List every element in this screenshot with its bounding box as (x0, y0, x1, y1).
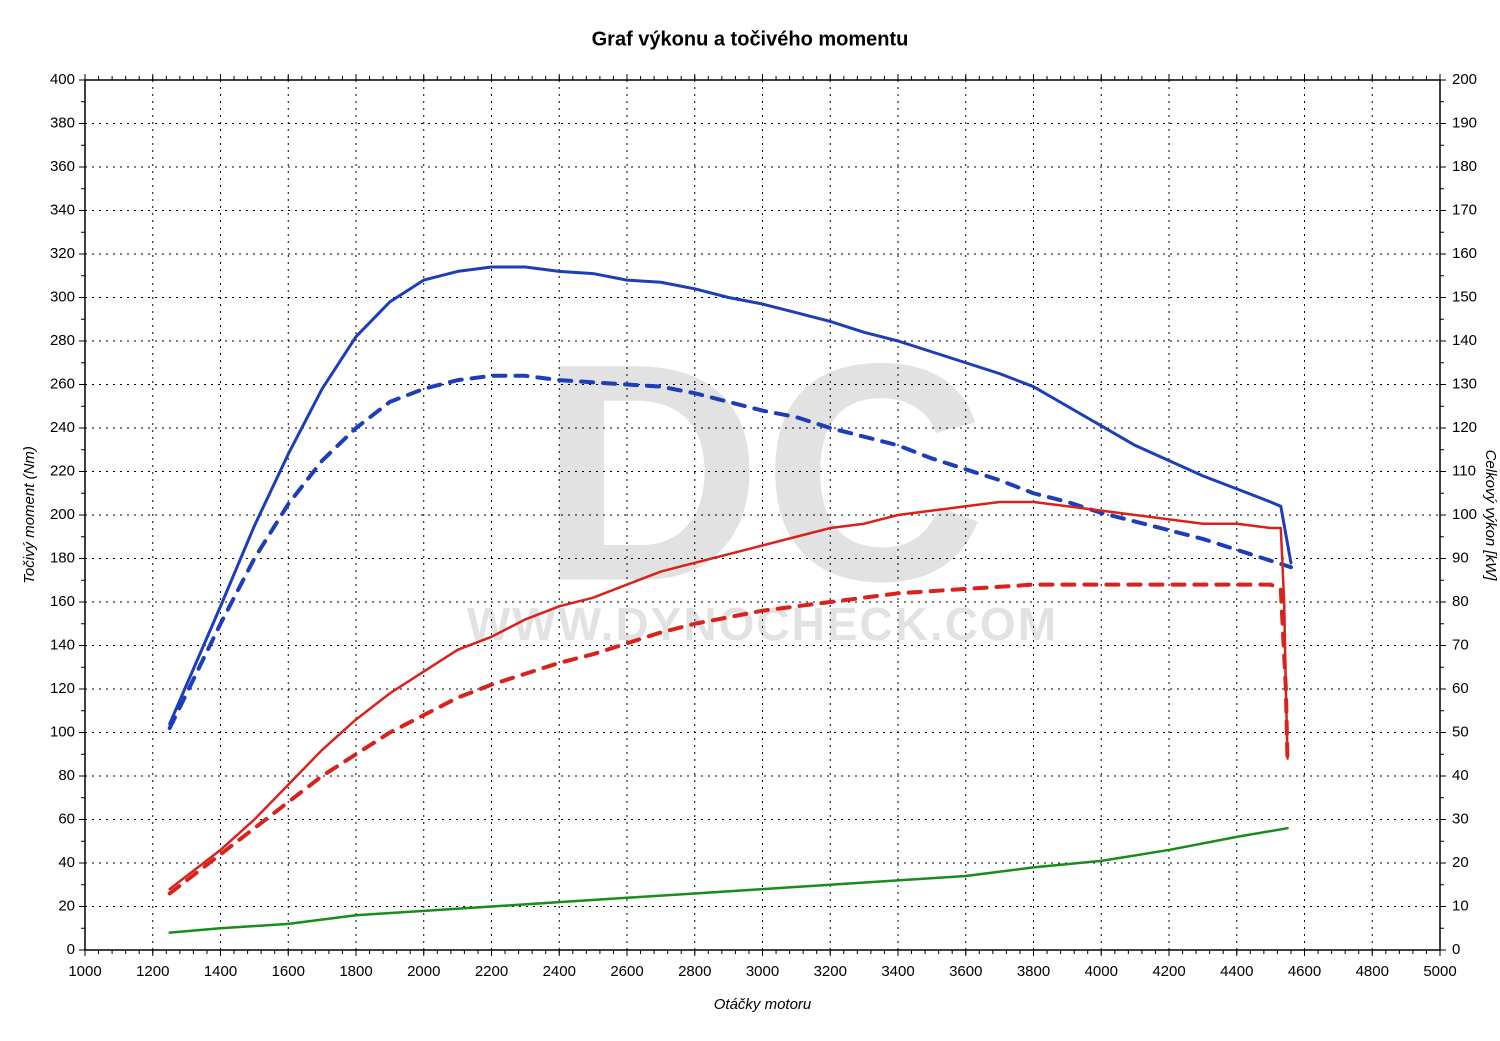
chart-container: DCWWW.DYNOCHECK.COM100012001400160018002… (0, 0, 1500, 1041)
x-tick-label: 1200 (136, 963, 169, 980)
x-tick-label: 1000 (68, 963, 101, 980)
y-left-tick-label: 80 (58, 767, 75, 784)
x-axis-label: Otáčky motoru (714, 996, 812, 1013)
x-tick-label: 3400 (881, 963, 914, 980)
y-right-tick-label: 190 (1452, 114, 1477, 131)
y-right-tick-label: 140 (1452, 332, 1477, 349)
y-right-tick-label: 10 (1452, 897, 1469, 914)
y-right-tick-label: 170 (1452, 201, 1477, 218)
x-tick-label: 2000 (407, 963, 440, 980)
dyno-chart: DCWWW.DYNOCHECK.COM100012001400160018002… (0, 0, 1500, 1041)
x-tick-label: 4000 (1085, 963, 1118, 980)
x-tick-label: 3200 (814, 963, 847, 980)
y-right-tick-label: 80 (1452, 593, 1469, 610)
y-left-tick-label: 0 (67, 941, 75, 958)
x-tick-label: 3600 (949, 963, 982, 980)
watermark: DCWWW.DYNOCHECK.COM (467, 298, 1058, 649)
x-tick-label: 3800 (1017, 963, 1050, 980)
y-left-tick-label: 320 (50, 245, 75, 262)
y-left-tick-label: 100 (50, 723, 75, 740)
y-left-tick-label: 300 (50, 288, 75, 305)
x-tick-label: 2600 (610, 963, 643, 980)
y-right-axis-label: Celkový výkon [kW] (1482, 450, 1499, 582)
y-left-tick-label: 20 (58, 897, 75, 914)
y-left-tick-label: 200 (50, 506, 75, 523)
x-tick-label: 4800 (1356, 963, 1389, 980)
x-tick-label: 1400 (204, 963, 237, 980)
x-tick-label: 2400 (543, 963, 576, 980)
y-left-tick-label: 360 (50, 158, 75, 175)
y-left-tick-label: 120 (50, 680, 75, 697)
y-left-tick-label: 220 (50, 462, 75, 479)
y-right-tick-label: 90 (1452, 549, 1469, 566)
y-right-tick-label: 70 (1452, 636, 1469, 653)
y-right-tick-label: 30 (1452, 810, 1469, 827)
y-left-tick-label: 400 (50, 71, 75, 88)
x-tick-label: 2800 (678, 963, 711, 980)
y-left-tick-label: 340 (50, 201, 75, 218)
x-tick-label: 4400 (1220, 963, 1253, 980)
x-tick-label: 3000 (746, 963, 779, 980)
y-right-tick-label: 150 (1452, 288, 1477, 305)
y-right-tick-label: 0 (1452, 941, 1460, 958)
y-left-axis-label: Točivý moment (Nm) (21, 446, 38, 584)
y-left-tick-label: 160 (50, 593, 75, 610)
y-right-tick-label: 200 (1452, 71, 1477, 88)
x-tick-label: 1600 (272, 963, 305, 980)
chart-title: Graf výkonu a točivého momentu (592, 28, 909, 50)
x-tick-label: 2200 (475, 963, 508, 980)
y-left-tick-label: 380 (50, 114, 75, 131)
x-tick-label: 1800 (339, 963, 372, 980)
y-right-tick-label: 110 (1452, 462, 1476, 479)
x-tick-label: 5000 (1423, 963, 1456, 980)
y-right-tick-label: 130 (1452, 375, 1477, 392)
y-left-tick-label: 40 (58, 854, 75, 871)
y-right-tick-label: 100 (1452, 506, 1477, 523)
x-tick-label: 4600 (1288, 963, 1321, 980)
y-left-tick-label: 260 (50, 375, 75, 392)
y-left-tick-label: 140 (50, 636, 75, 653)
y-right-tick-label: 20 (1452, 854, 1469, 871)
y-right-tick-label: 50 (1452, 723, 1469, 740)
y-left-tick-label: 240 (50, 419, 75, 436)
y-right-tick-label: 120 (1452, 419, 1477, 436)
y-right-tick-label: 180 (1452, 158, 1477, 175)
x-tick-label: 4200 (1152, 963, 1185, 980)
y-right-tick-label: 40 (1452, 767, 1469, 784)
y-left-tick-label: 60 (58, 810, 75, 827)
y-left-tick-label: 280 (50, 332, 75, 349)
y-right-tick-label: 160 (1452, 245, 1477, 262)
y-right-tick-label: 60 (1452, 680, 1469, 697)
y-left-tick-label: 180 (50, 549, 75, 566)
